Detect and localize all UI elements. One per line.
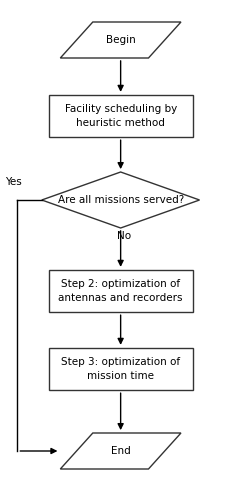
- Polygon shape: [42, 172, 199, 228]
- Polygon shape: [60, 22, 180, 58]
- Text: No: No: [117, 231, 131, 241]
- FancyBboxPatch shape: [49, 270, 192, 312]
- Polygon shape: [60, 433, 180, 469]
- FancyBboxPatch shape: [49, 348, 192, 390]
- FancyBboxPatch shape: [49, 95, 192, 137]
- Text: Are all missions served?: Are all missions served?: [57, 195, 183, 205]
- Text: Begin: Begin: [105, 35, 135, 45]
- Text: End: End: [110, 446, 130, 456]
- Text: Facility scheduling by
heuristic method: Facility scheduling by heuristic method: [64, 104, 176, 128]
- Text: Yes: Yes: [5, 177, 21, 187]
- Text: Step 3: optimization of
mission time: Step 3: optimization of mission time: [61, 358, 179, 380]
- Text: Step 2: optimization of
antennas and recorders: Step 2: optimization of antennas and rec…: [58, 280, 182, 302]
